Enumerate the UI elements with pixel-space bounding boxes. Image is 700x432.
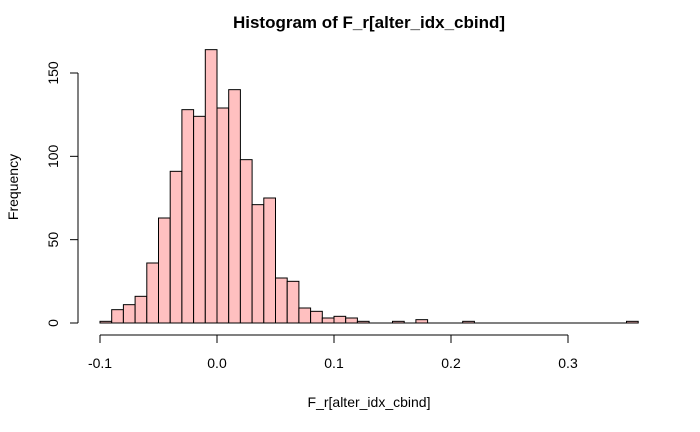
- histogram-bar: [333, 315, 347, 324]
- histogram-bar: [193, 115, 206, 324]
- histogram-bar: [216, 107, 230, 324]
- histogram-bar: [122, 304, 136, 324]
- histogram-bar: [204, 49, 218, 324]
- histogram-bar: [275, 277, 288, 324]
- histogram-bar: [181, 109, 195, 324]
- chart-title: Histogram of F_r[alter_idx_cbind]: [233, 13, 505, 32]
- x-axis-label: F_r[alter_idx_cbind]: [308, 394, 431, 410]
- x-tick-label: 0.0: [207, 355, 227, 371]
- histogram-bar: [298, 307, 312, 324]
- histogram-bar: [111, 309, 124, 324]
- y-axis-label: Frequency: [5, 154, 21, 220]
- histogram-bar: [239, 159, 253, 324]
- histogram-bar: [263, 197, 276, 324]
- histogram-bar: [310, 310, 323, 324]
- histogram-bar: [169, 170, 183, 324]
- histogram-bar: [251, 204, 265, 324]
- histogram-bar: [228, 89, 241, 324]
- bars-group: [99, 49, 639, 324]
- x-axis: -0.1 0.0 0.1 0.2 0.3: [88, 334, 578, 371]
- histogram-bar: [321, 317, 335, 324]
- x-tick-label: 0.2: [441, 355, 461, 371]
- y-axis: 0 50 100 150: [45, 61, 79, 327]
- histogram-bar: [134, 295, 148, 324]
- histogram-bar: [146, 262, 160, 324]
- x-tick-label: 0.1: [324, 355, 344, 371]
- y-tick-label: 50: [45, 232, 61, 248]
- y-tick-label: 150: [45, 61, 61, 85]
- histogram-bar: [158, 217, 171, 324]
- x-tick-label: 0.3: [558, 355, 578, 371]
- histogram-bar: [286, 280, 300, 324]
- histogram-bar: [345, 317, 358, 324]
- y-tick-label: 100: [45, 144, 61, 168]
- x-tick-label: -0.1: [88, 355, 112, 371]
- y-tick-label: 0: [45, 319, 61, 327]
